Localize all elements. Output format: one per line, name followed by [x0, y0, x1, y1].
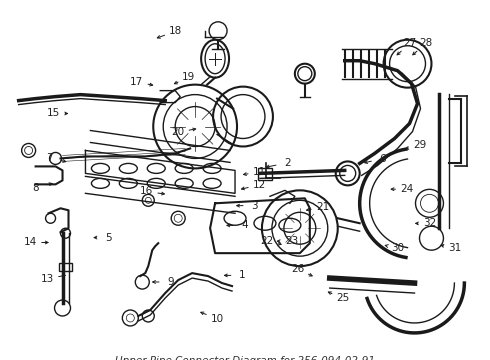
Text: 6: 6 [379, 154, 386, 163]
Text: Upper Pipe Connector Diagram for 256-094-02-91: Upper Pipe Connector Diagram for 256-094… [115, 356, 375, 360]
Text: 19: 19 [182, 72, 196, 82]
Text: 29: 29 [413, 140, 427, 150]
Text: 30: 30 [391, 243, 404, 253]
Bar [58, 263, 73, 271]
Text: 12: 12 [253, 180, 266, 190]
Text: 7: 7 [46, 153, 53, 163]
Text: 24: 24 [401, 184, 414, 194]
Text: 14: 14 [24, 238, 37, 247]
Text: 5: 5 [105, 233, 112, 243]
Text: 26: 26 [291, 265, 304, 274]
Text: 13: 13 [41, 274, 54, 284]
Text: 21: 21 [316, 202, 329, 212]
Text: 17: 17 [130, 77, 143, 87]
Text: 16: 16 [140, 186, 153, 197]
Text: 27: 27 [404, 39, 417, 48]
Text: 3: 3 [251, 201, 258, 211]
Text: 18: 18 [169, 26, 182, 36]
Text: 22: 22 [260, 236, 273, 246]
Text: 2: 2 [284, 158, 291, 168]
Text: 28: 28 [419, 39, 432, 48]
Text: 11: 11 [253, 167, 266, 177]
Text: 1: 1 [239, 270, 246, 280]
Text: 10: 10 [211, 314, 224, 324]
Text: 31: 31 [448, 243, 462, 253]
Text: 9: 9 [168, 277, 174, 287]
Text: 32: 32 [423, 219, 436, 228]
Text: 23: 23 [285, 236, 298, 246]
Bar [258, 168, 272, 180]
Text: 25: 25 [336, 293, 349, 303]
Text: 4: 4 [242, 220, 248, 230]
Text: 20: 20 [171, 127, 184, 137]
Text: 15: 15 [47, 108, 60, 118]
Text: 8: 8 [32, 183, 39, 193]
